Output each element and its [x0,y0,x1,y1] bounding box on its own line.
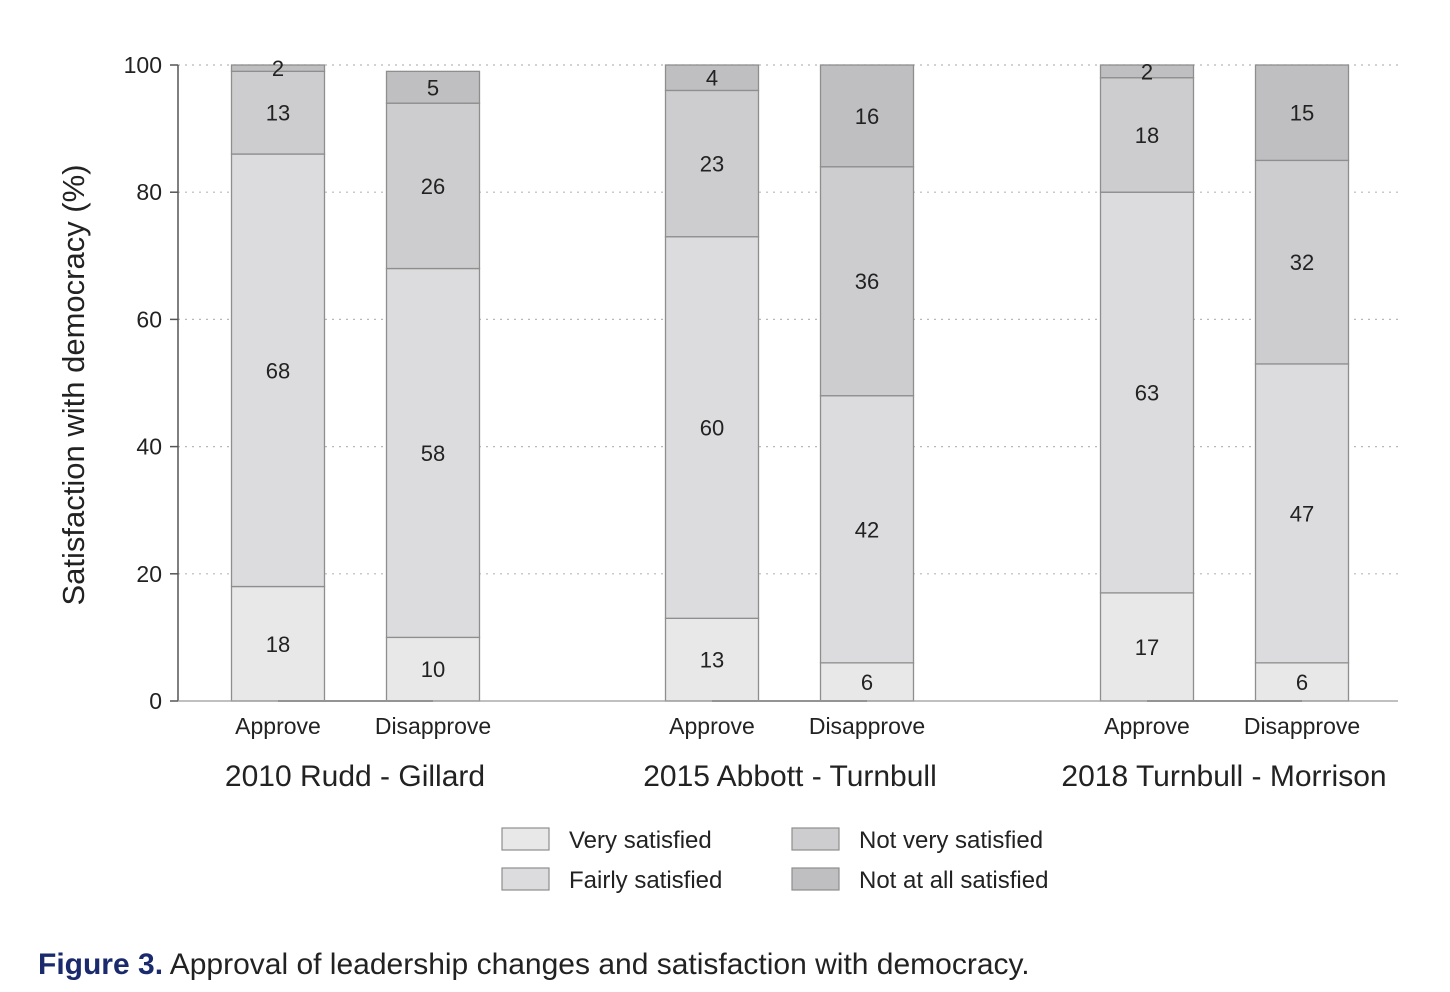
bar-segment-label: 15 [1290,101,1314,126]
y-tick-label: 40 [136,434,162,460]
bar-segment-label: 47 [1290,501,1314,526]
bar-segment [1254,159,1350,365]
bar-segment-label: 6 [1296,670,1308,695]
bar-segment [664,64,760,92]
legend-swatch [791,867,840,891]
y-tick-label: 20 [136,561,162,587]
bar-segment [664,236,760,619]
bar-segment [1254,64,1350,162]
x-category-label: Disapprove [1244,713,1360,739]
bar-segment-label: 2 [1141,59,1153,84]
y-tick-label: 60 [136,306,162,332]
legend-label: Fairly satisfied [569,867,722,894]
bar-segment [664,617,760,702]
bar-segment [1254,662,1350,702]
caption-text: Approval of leadership changes and satis… [163,948,1030,981]
bar-segment [664,89,760,238]
group-label: 2015 Abbott - Turnbull [643,760,937,793]
bar-segment [385,102,481,270]
group-label: 2010 Rudd - Gillard [225,760,485,793]
figure-caption: Figure 3. Approval of leadership changes… [38,948,1030,982]
y-axis-label: Satisfaction with democracy (%) [56,164,91,605]
bar-segment-label: 13 [266,101,290,126]
y-tick-label: 100 [124,52,162,78]
bar-segment-label: 4 [706,66,718,91]
bar-segment [230,64,326,73]
legend-label: Not very satisfied [859,827,1043,854]
chart-svg: 0 20 40 60 80 100 Satisfaction with democracy … [56,52,1398,894]
bar-segment-label: 63 [1135,381,1159,406]
bar-segment-label: 5 [427,75,439,100]
bar-segment-label: 60 [700,416,724,441]
bar-segment [1099,77,1195,193]
bar-segment [230,153,326,588]
legend-swatch [501,867,550,891]
bar-segment [1099,191,1195,594]
bar-segment [819,166,915,397]
x-category-label: Approve [1104,713,1190,739]
bar-segment-label: 58 [421,441,445,466]
legend-label: Not at all satisfied [859,867,1048,894]
legend-swatch [501,827,550,851]
bar-segment-label: 18 [266,632,290,657]
x-category-label: Disapprove [375,713,491,739]
legend-label: Very satisfied [569,827,712,854]
bar-segment-label: 10 [421,657,445,682]
bar-segment [819,395,915,664]
bar-segment-label: 18 [1135,123,1159,148]
bar-segment [385,267,481,639]
bar-segment [1099,592,1195,702]
y-tick-label: 0 [149,688,162,714]
x-category-label: Disapprove [809,713,925,739]
bar-segment-label: 36 [855,269,879,294]
bar-segment-label: 26 [421,174,445,199]
bar-segment-label: 42 [855,517,879,542]
legend-swatch [791,827,840,851]
y-tick-label: 80 [136,179,162,205]
group-label: 2018 Turnbull - Morrison [1061,760,1386,793]
bar-segment-label: 17 [1135,635,1159,660]
bar-segment [230,585,326,702]
bar-segment [1099,64,1195,79]
bar-segment [1254,363,1350,664]
bar-segment-label: 68 [266,358,290,383]
x-category-label: Approve [669,713,755,739]
bar-segment [385,70,481,104]
bar-segment-label: 6 [861,670,873,695]
figure-label: Figure 3. [38,948,164,981]
bar-segment-label: 16 [855,104,879,129]
bar-segment [819,64,915,168]
bar-segment-label: 2 [272,56,284,81]
bar-segment-label: 13 [700,648,724,673]
bar-segment-label: 23 [700,152,724,177]
x-category-label: Approve [235,713,321,739]
bar-segment-label: 32 [1290,250,1314,275]
bar-segment [819,662,915,702]
